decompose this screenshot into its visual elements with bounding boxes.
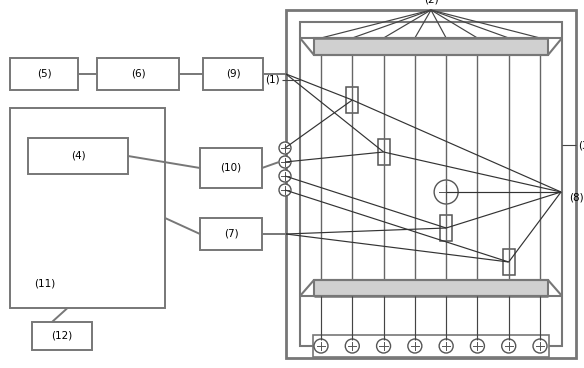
Circle shape (502, 339, 516, 353)
Circle shape (377, 339, 391, 353)
Circle shape (471, 339, 485, 353)
Text: (10): (10) (220, 163, 242, 173)
Text: (3): (3) (578, 140, 584, 150)
Circle shape (279, 142, 291, 154)
Text: (6): (6) (131, 69, 145, 79)
Bar (10, 108, 165, 308)
Bar (28, 138, 128, 174)
Circle shape (279, 184, 291, 196)
Circle shape (533, 339, 547, 353)
Text: (4): (4) (71, 151, 85, 161)
Circle shape (345, 339, 359, 353)
Bar (300, 22, 562, 346)
Circle shape (434, 180, 458, 204)
Text: (7): (7) (224, 229, 238, 239)
Text: (12): (12) (51, 331, 72, 341)
Circle shape (279, 156, 291, 168)
Text: (11): (11) (34, 278, 55, 288)
Text: (8): (8) (569, 192, 583, 202)
Text: (2): (2) (423, 0, 439, 5)
Bar (286, 10, 576, 358)
Circle shape (408, 339, 422, 353)
Bar (503, 249, 515, 275)
Bar (314, 38, 548, 55)
Bar (32, 322, 92, 350)
Bar (203, 58, 263, 90)
Bar (10, 58, 78, 90)
Circle shape (314, 339, 328, 353)
Bar (346, 87, 359, 113)
Bar (200, 148, 262, 188)
Bar (97, 58, 179, 90)
Circle shape (439, 339, 453, 353)
Bar (378, 139, 390, 165)
Bar (313, 335, 549, 357)
Bar (200, 218, 262, 250)
Text: (9): (9) (225, 69, 240, 79)
Text: (1): (1) (265, 75, 280, 85)
Bar (440, 215, 452, 241)
Text: (5): (5) (37, 69, 51, 79)
Bar (314, 280, 548, 296)
Circle shape (279, 170, 291, 182)
